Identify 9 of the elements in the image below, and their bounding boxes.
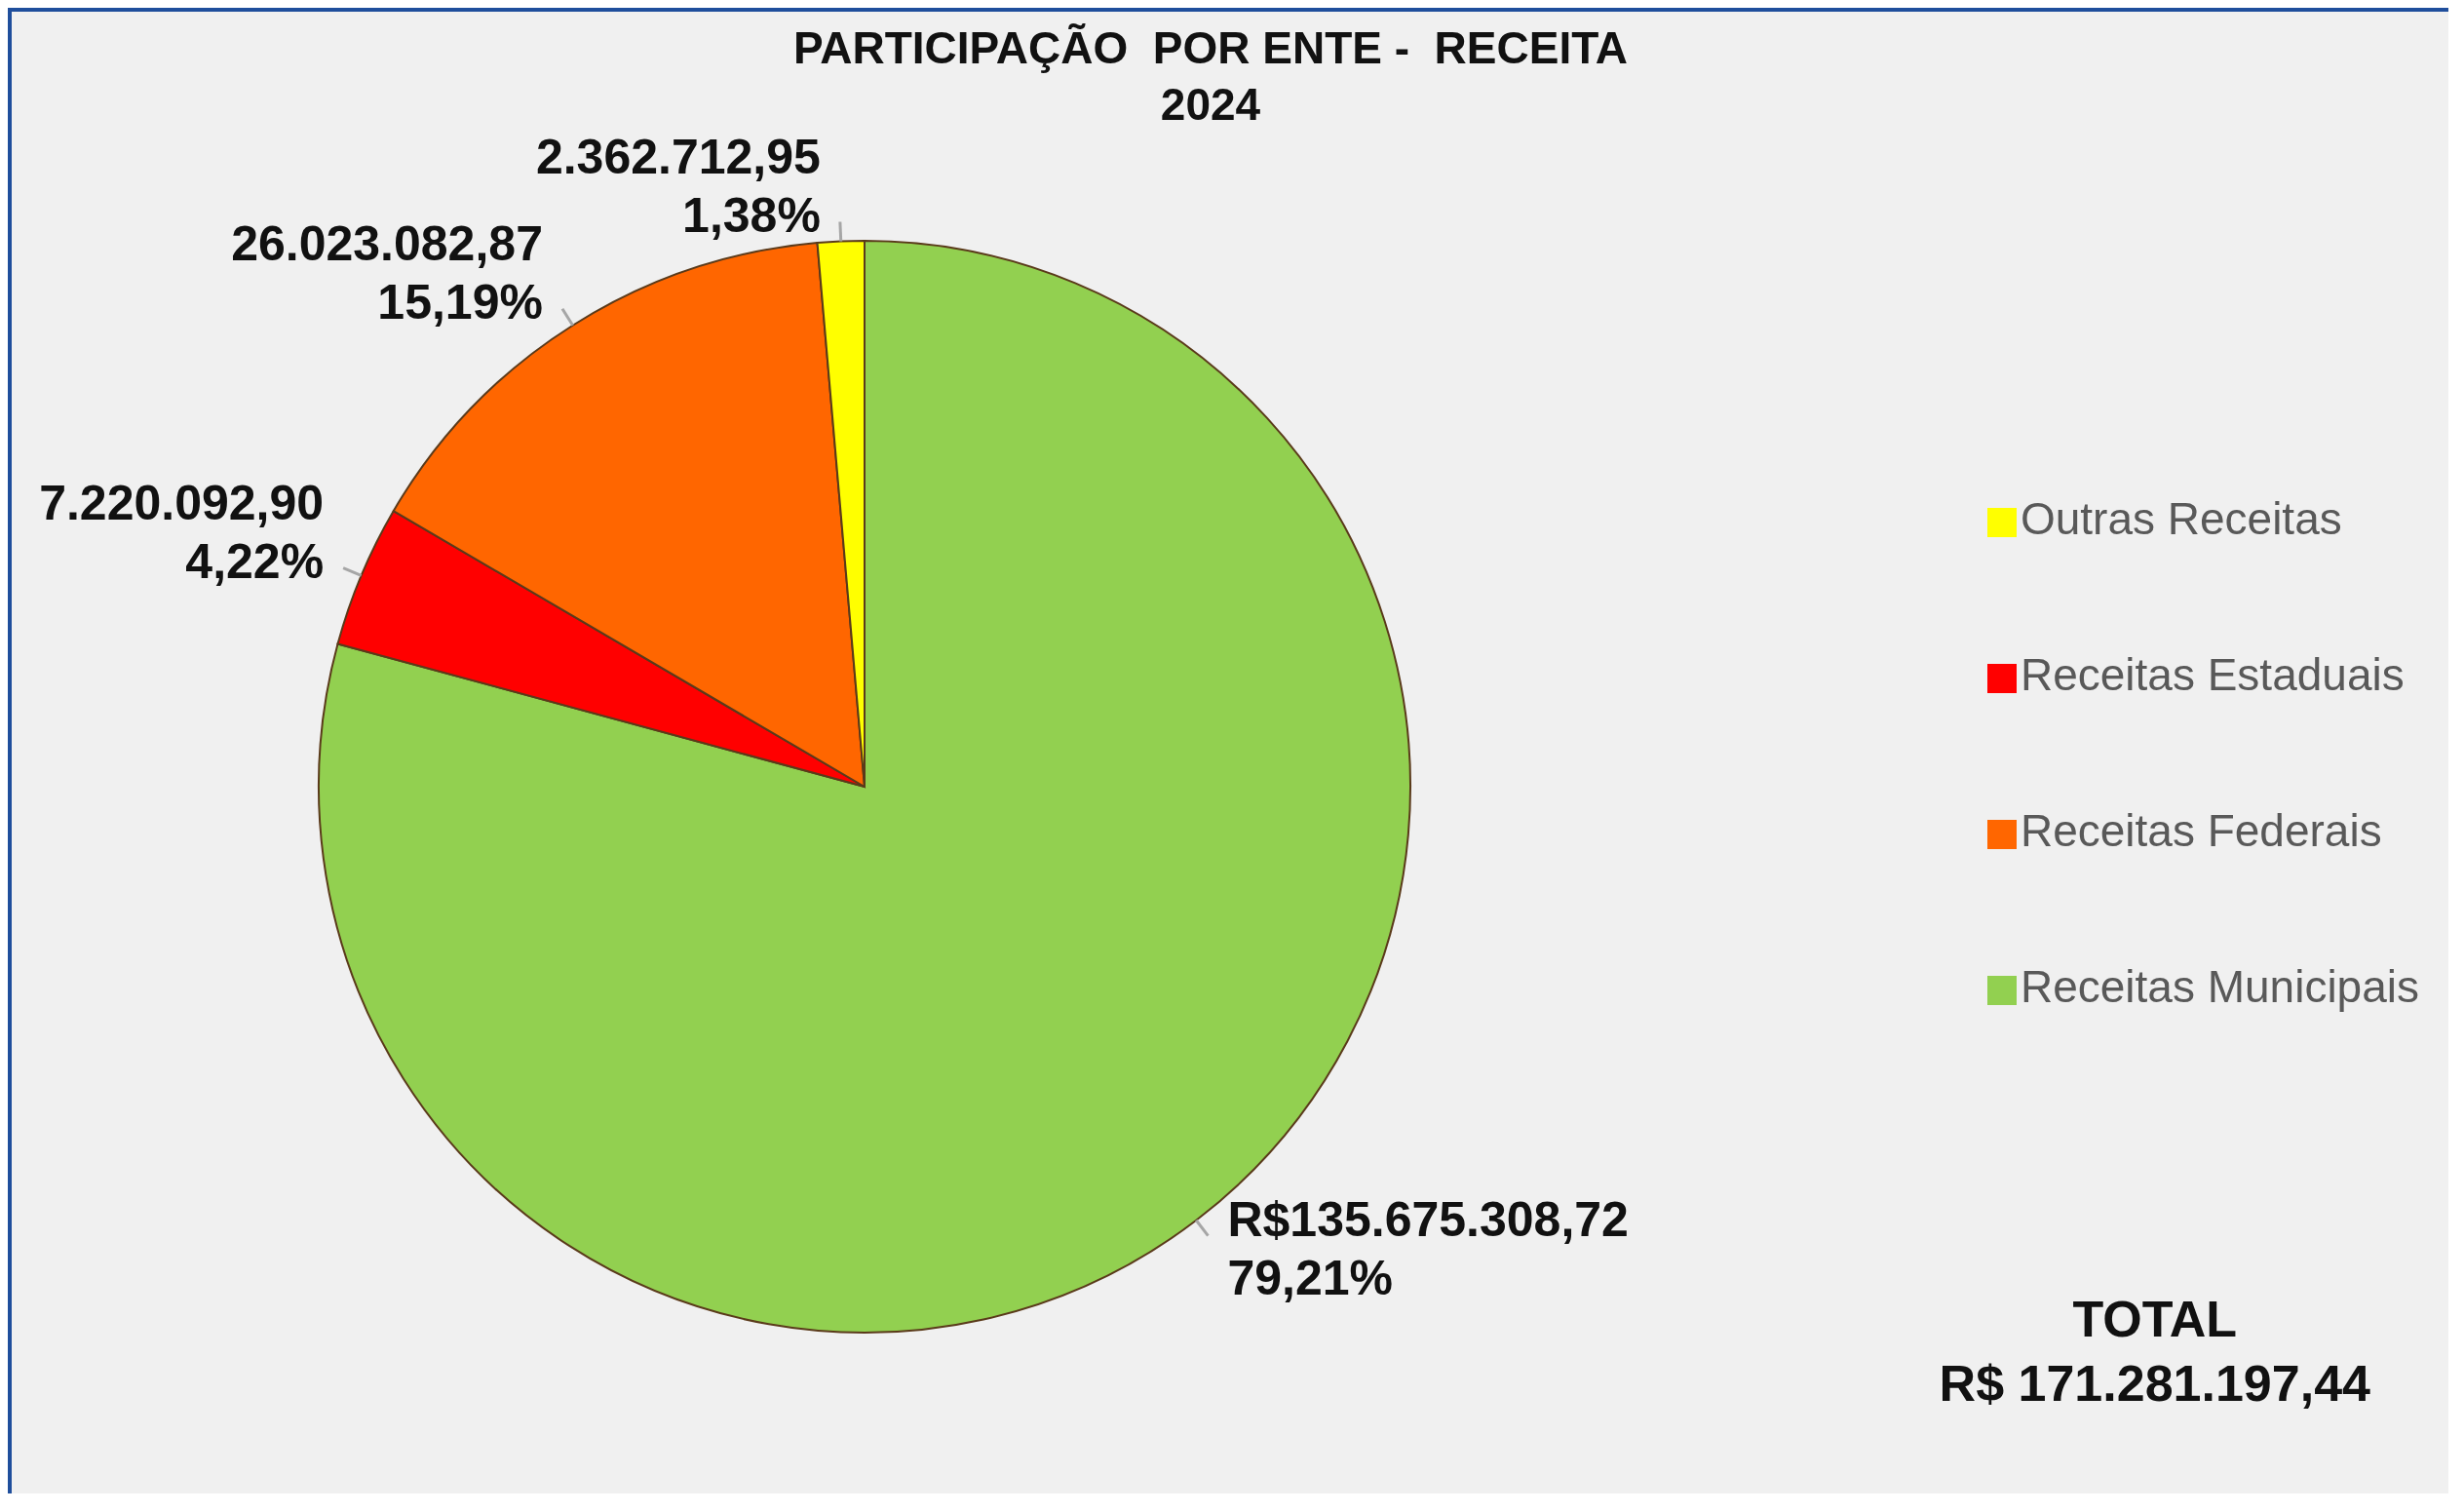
legend-label: Receitas Estaduais: [2020, 649, 2405, 700]
legend-label: Receitas Municipais: [2020, 961, 2419, 1012]
chart-subtitle: 2024: [1160, 79, 1261, 130]
legend-label: Receitas Federais: [2020, 805, 2382, 856]
text: TOTAL R$ 171.281.197,44: [1939, 1290, 2370, 1414]
legend-label: Outras Receitas: [2020, 493, 2342, 544]
data-label: 7.220.092,90 4,22%: [39, 475, 325, 589]
data-label: R$135.675.308,72 79,21%: [1227, 1191, 1629, 1305]
chart-title: PARTICIPAÇÃO POR ENTE - RECEITA: [791, 21, 1630, 75]
